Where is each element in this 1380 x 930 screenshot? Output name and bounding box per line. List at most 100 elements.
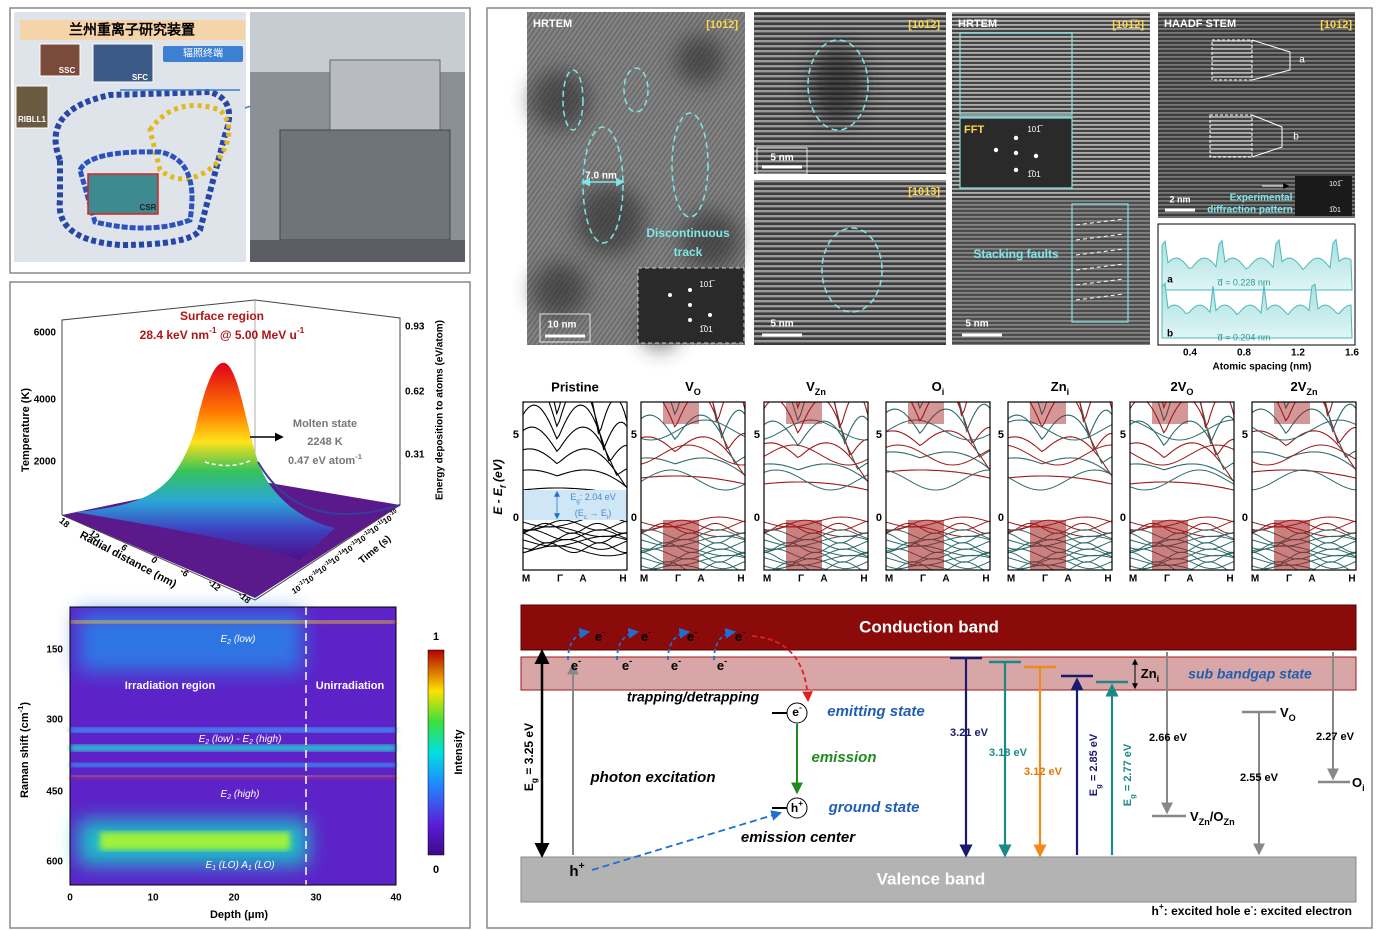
k-label: A	[820, 574, 827, 585]
panel-frame	[763, 401, 869, 571]
micrograph-dark	[952, 200, 1150, 345]
band	[523, 542, 627, 553]
label: Discontinuous	[646, 226, 730, 240]
band	[523, 545, 627, 557]
label-part: -10	[388, 509, 398, 518]
label-part: g	[1094, 784, 1103, 789]
inset	[959, 32, 1073, 116]
band	[764, 444, 868, 466]
band	[764, 419, 868, 441]
orbital-shade	[1152, 520, 1188, 570]
label: (Ec → Ei)	[575, 508, 612, 521]
electron: e-	[792, 702, 802, 719]
label-part: h	[1152, 904, 1159, 918]
label-part: -	[1251, 901, 1254, 911]
band	[886, 408, 990, 459]
fft-spot	[1033, 153, 1039, 159]
electron: e-	[717, 656, 727, 673]
label-part: (LO)	[252, 860, 275, 871]
time-tick-label: 10-15	[316, 559, 336, 576]
label-part: 2	[226, 639, 231, 646]
label-part: e	[735, 629, 742, 644]
orbital-shade	[1274, 520, 1310, 570]
colorbar	[427, 649, 445, 856]
k-label: Γ	[1164, 574, 1170, 585]
k-label: M	[1129, 574, 1137, 585]
label-part: E - E	[491, 487, 505, 515]
surface-edge	[257, 461, 401, 516]
band	[1037, 402, 1112, 439]
k-label: H	[619, 574, 626, 585]
photo-inset	[92, 43, 154, 83]
detrap-arrow	[751, 635, 813, 703]
label-part: i	[1362, 783, 1365, 793]
label-part: i	[607, 514, 608, 521]
label: 2.66 eV	[1149, 732, 1188, 744]
electron: e-	[687, 627, 697, 644]
label-part: -1	[16, 705, 25, 713]
time-tick-label: 10-16	[303, 569, 323, 586]
lab-photo-part	[329, 59, 441, 131]
panel-title: 2VO	[1171, 379, 1194, 397]
panel-frame	[640, 401, 746, 571]
contrast-blob	[675, 35, 725, 85]
label-part: (LO) A	[216, 860, 248, 871]
band	[764, 481, 868, 491]
k-label: Γ	[920, 574, 926, 585]
label-part: O	[1289, 713, 1296, 723]
y-tick-label: 150	[46, 645, 63, 656]
label: HAADF STEM	[1164, 18, 1236, 30]
band	[641, 457, 745, 476]
label: 3.21 eV	[950, 727, 989, 739]
photo-inset	[39, 43, 81, 77]
label-part: Zn	[1199, 817, 1210, 827]
map-band	[70, 763, 396, 767]
y-tick-label: 0	[631, 512, 637, 524]
time-tick-label: 10-14	[329, 548, 349, 566]
label-part: /O	[1210, 809, 1224, 824]
k-label: A	[697, 574, 704, 585]
y-tick-label: 5	[1120, 429, 1126, 441]
label-part: = 2.77 eV	[1122, 743, 1134, 794]
axis-label: Intensity	[453, 729, 465, 775]
y-tick-label: 5	[513, 429, 519, 441]
band	[641, 444, 745, 466]
label: Oi	[1352, 775, 1365, 793]
plot-subtitle: 28.4 keV nm-1 @ 5.00 MeV u-1	[140, 325, 305, 342]
z2-tick-label: 0.93	[405, 322, 425, 333]
label: CSR	[140, 203, 157, 212]
time-tick-label: 10-10	[381, 509, 401, 526]
band	[641, 414, 745, 465]
k-label: Γ	[1286, 574, 1292, 585]
band	[1130, 481, 1234, 491]
label-part: i	[1067, 387, 1070, 397]
label-part: E	[522, 783, 536, 791]
label-part: E	[221, 789, 228, 800]
band	[523, 426, 627, 477]
k-label: H	[1348, 574, 1355, 585]
fault-line	[1075, 263, 1125, 271]
label-part: : excited electron	[1253, 904, 1352, 918]
axis-floor	[61, 504, 401, 601]
contrast-blob	[530, 70, 590, 130]
panel-frame	[885, 401, 991, 571]
fft-spot	[688, 303, 692, 307]
band	[648, 561, 741, 570]
label: Molten state	[293, 418, 357, 430]
label: 2.27 eV	[1316, 731, 1355, 743]
band	[917, 402, 990, 433]
label: Unirradiation	[316, 680, 385, 692]
band	[641, 436, 745, 477]
inset	[1071, 203, 1129, 323]
label: Eg: 2.04 eV	[570, 492, 616, 505]
band	[1015, 561, 1108, 570]
x-tick-label: 0.8	[1237, 348, 1251, 359]
electron: e-	[735, 627, 745, 644]
band	[771, 561, 864, 570]
label: 5 nm	[770, 153, 793, 164]
band	[1157, 402, 1234, 445]
axis-label: Energy deposition to atoms (eV/atom)	[435, 320, 446, 500]
band	[523, 526, 627, 538]
inset	[1211, 39, 1253, 81]
label-part: V	[685, 379, 694, 394]
